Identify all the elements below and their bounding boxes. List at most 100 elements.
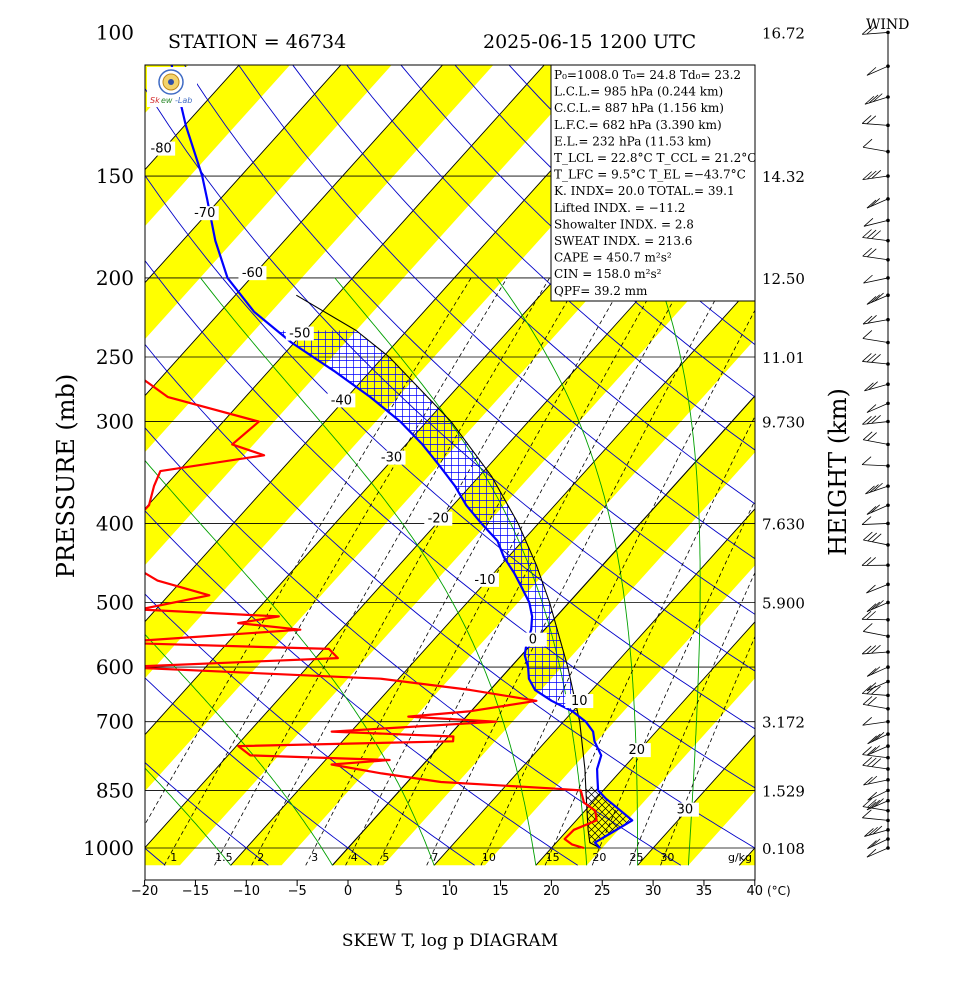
svg-text:ew: ew <box>161 96 173 105</box>
wind-barb-feather <box>861 610 872 620</box>
wind-barb-feather <box>872 93 883 102</box>
wind-barb-feather <box>867 432 877 441</box>
dry-adiabat-line <box>145 593 475 866</box>
height-tick-label: 7.630 <box>762 515 805 533</box>
wind-barb-staff <box>862 421 889 425</box>
wind-barb-feather <box>866 229 877 239</box>
wind-barb-feather <box>871 685 881 695</box>
x-tick-label: −5 <box>288 884 307 899</box>
wind-barb-feather <box>865 485 875 495</box>
wind-barb-staff <box>862 806 889 812</box>
index-line: Lifted INDX. = −11.2 <box>554 201 685 215</box>
index-line: L.F.C.= 682 hPa (3.390 km) <box>554 118 722 132</box>
wind-barb-feather <box>867 532 878 542</box>
wind-barb-feather <box>867 248 877 258</box>
wind-barb-staff <box>865 485 889 495</box>
wind-barb-feather <box>870 745 881 754</box>
height-tick-label: 14.32 <box>762 168 805 186</box>
isotherm-label: -80 <box>151 142 172 157</box>
wind-barb-feather <box>866 557 876 566</box>
wind-barb-feather <box>861 456 872 465</box>
wind-barb-feather <box>861 516 872 525</box>
height-ticks: 16.72 14.32 12.50 11.01 9.730 7.630 5.900 3.172… <box>762 24 805 858</box>
isotherm-line <box>145 65 545 510</box>
dry-adiabat-line <box>346 65 755 451</box>
wind-barb-feather <box>863 623 873 632</box>
wind-barb-feather <box>866 801 877 811</box>
isotherm-line <box>0 32 167 865</box>
wind-barb-staff <box>862 319 889 325</box>
index-line: L.C.L.= 985 hPa (0.244 km) <box>554 85 723 99</box>
isotherm-label: 0 <box>529 633 537 648</box>
wind-barb-feather <box>866 506 877 515</box>
mixing-ratio-line <box>377 277 687 866</box>
wind-barb-feather <box>867 696 877 706</box>
wind-barb-feather <box>867 775 878 785</box>
height-tick-label: 9.730 <box>762 414 805 432</box>
wind-barb-feather <box>871 354 881 363</box>
isotherm-label: -20 <box>428 512 449 527</box>
moist-adiabat-line <box>145 767 232 866</box>
wind-barb-feather <box>871 415 881 424</box>
wind-barb-feather <box>862 757 872 766</box>
wind-barb-staff <box>866 745 889 756</box>
pressure-tick-label: 250 <box>96 345 134 369</box>
wind-level-dot <box>886 257 890 262</box>
wind-barb-feather <box>871 230 881 239</box>
wind-barb-staff <box>863 539 889 546</box>
wind-barb-feather <box>871 170 882 179</box>
wind-barb-staff <box>866 504 889 515</box>
wind-barb-staff <box>862 817 889 821</box>
mixing-ratio-line <box>660 635 755 866</box>
height-tick-label: 1.529 <box>762 782 805 800</box>
dry-adiabat-line <box>145 174 755 730</box>
wind-level-dot <box>886 442 890 447</box>
wind-barb-staff <box>862 32 889 35</box>
mixing-ratio-label: 1 <box>170 851 177 864</box>
wind-barb-feather <box>866 25 877 35</box>
svg-text:-Lab: -Lab <box>175 96 192 105</box>
isotherm-line <box>145 65 444 397</box>
wind-barb-staff <box>862 764 889 770</box>
moist-adiabat-line <box>200 277 537 866</box>
isotherm-band <box>841 32 960 865</box>
height-tick-label: 12.50 <box>762 270 805 288</box>
wind-barb-feather <box>864 828 874 837</box>
mixing-ratio-lines <box>145 277 755 866</box>
wind-barb-feather <box>866 115 877 125</box>
index-line: CAPE = 450.7 m²s² <box>554 251 672 265</box>
isotherm-band <box>145 65 392 340</box>
wind-barb-feather <box>868 381 878 390</box>
wind-barb-feather <box>862 330 873 339</box>
wind-barb-feather <box>863 218 874 227</box>
wind-barb-feather <box>866 645 877 654</box>
dry-adiabat-line <box>238 65 755 560</box>
wind-barb-feather <box>861 645 872 655</box>
pressure-tick-label: 100 <box>96 20 134 44</box>
wind-barb-staff <box>863 219 889 227</box>
height-tick-label: 16.72 <box>762 24 805 42</box>
wind-barb-feather <box>866 296 877 305</box>
height-tick-label: 11.01 <box>762 349 805 367</box>
wind-barb-staff <box>866 198 889 209</box>
isotherm-label-bg <box>190 206 219 221</box>
wind-barb-staff <box>866 602 889 613</box>
wind-barb-staff <box>862 237 889 242</box>
wind-barb-staff <box>866 65 889 76</box>
wind-barb-feather <box>862 416 872 425</box>
wind-barb-staff <box>863 779 889 786</box>
wind-barb-feather <box>864 95 875 105</box>
wind-barb-staff <box>862 721 889 726</box>
isotherm-label: 20 <box>629 743 646 758</box>
mixing-ratio-line <box>544 415 755 866</box>
wind-barb-feather <box>863 274 873 284</box>
pressure-tick-label: 300 <box>96 410 134 434</box>
isotherm-band <box>0 32 14 865</box>
svg-text:Sk: Sk <box>150 96 160 105</box>
mixing-ratio-line <box>426 277 728 866</box>
dry-adiabat-line <box>797 32 960 865</box>
isotherm-line <box>841 32 960 865</box>
wind-barb-feather <box>866 67 877 76</box>
wind-barb-feather <box>874 600 884 609</box>
